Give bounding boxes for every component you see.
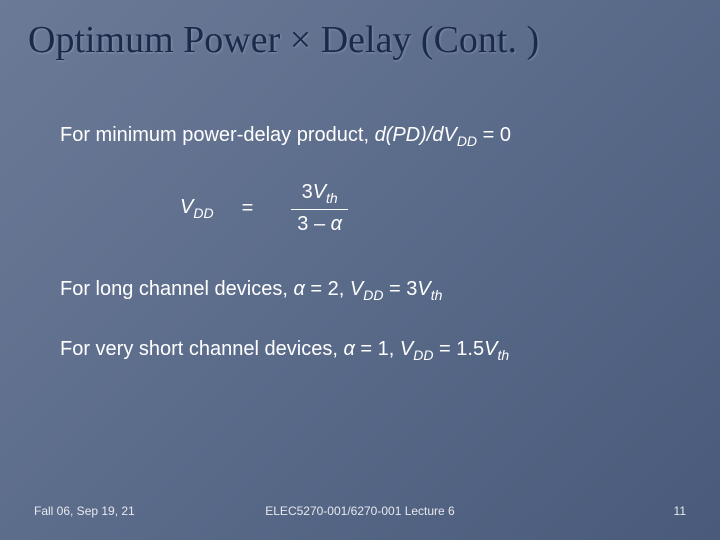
footer-course: ELEC5270-001/6270-001 Lecture 6 xyxy=(265,504,454,518)
text: For long channel devices, xyxy=(60,278,293,300)
expr-dpd: d(PD)/d xyxy=(375,124,444,146)
sub-th: th xyxy=(431,287,443,303)
fraction-denominator: 3 – α xyxy=(291,210,348,236)
footer-date: Fall 06, Sep 19, 21 xyxy=(34,504,135,518)
text: For very short channel devices, xyxy=(60,338,343,360)
fraction-numerator: 3Vth xyxy=(296,180,344,209)
sub-dd: DD xyxy=(193,205,213,221)
footer-page-number: 11 xyxy=(674,504,686,518)
slide: Optimum Power × Delay (Cont. ) For minim… xyxy=(0,0,720,540)
line-minimum-pd: For minimum power-delay product, d(PD)/d… xyxy=(60,120,660,152)
text: = 1.5 xyxy=(433,338,484,360)
sub-th: th xyxy=(497,347,509,363)
var-v: V xyxy=(417,278,430,300)
den-left: 3 – xyxy=(297,213,330,235)
text: = 1, xyxy=(355,338,400,360)
slide-title: Optimum Power × Delay (Cont. ) xyxy=(0,0,720,70)
var-v: V xyxy=(484,338,497,360)
sub-dd: DD xyxy=(413,347,433,363)
var-v: V xyxy=(400,338,413,360)
equals-sign: = xyxy=(242,193,254,223)
var-v: V xyxy=(350,278,363,300)
alpha: α xyxy=(343,338,354,360)
text: = 3 xyxy=(383,278,417,300)
slide-footer: Fall 06, Sep 19, 21 ELEC5270-001/6270-00… xyxy=(0,504,720,518)
coef: 3 xyxy=(302,181,313,203)
var-v: V xyxy=(443,124,456,146)
line-short-channel: For very short channel devices, α = 1, V… xyxy=(60,334,660,366)
alpha: α xyxy=(293,278,304,300)
eq-lhs: VDD xyxy=(180,192,214,224)
sub-dd: DD xyxy=(457,133,477,149)
slide-content: For minimum power-delay product, d(PD)/d… xyxy=(0,70,720,366)
sub-th: th xyxy=(326,190,338,206)
fraction: 3Vth 3 – α xyxy=(291,180,348,236)
equation-vdd: VDD = 3Vth 3 – α xyxy=(180,180,660,236)
alpha: α xyxy=(331,213,342,235)
text: For minimum power-delay product, xyxy=(60,124,375,146)
line-long-channel: For long channel devices, α = 2, VDD = 3… xyxy=(60,274,660,306)
sub-dd: DD xyxy=(363,287,383,303)
var-v: V xyxy=(180,196,193,218)
text: = 2, xyxy=(305,278,350,300)
var-v: V xyxy=(313,181,326,203)
eq-zero: = 0 xyxy=(477,124,511,146)
